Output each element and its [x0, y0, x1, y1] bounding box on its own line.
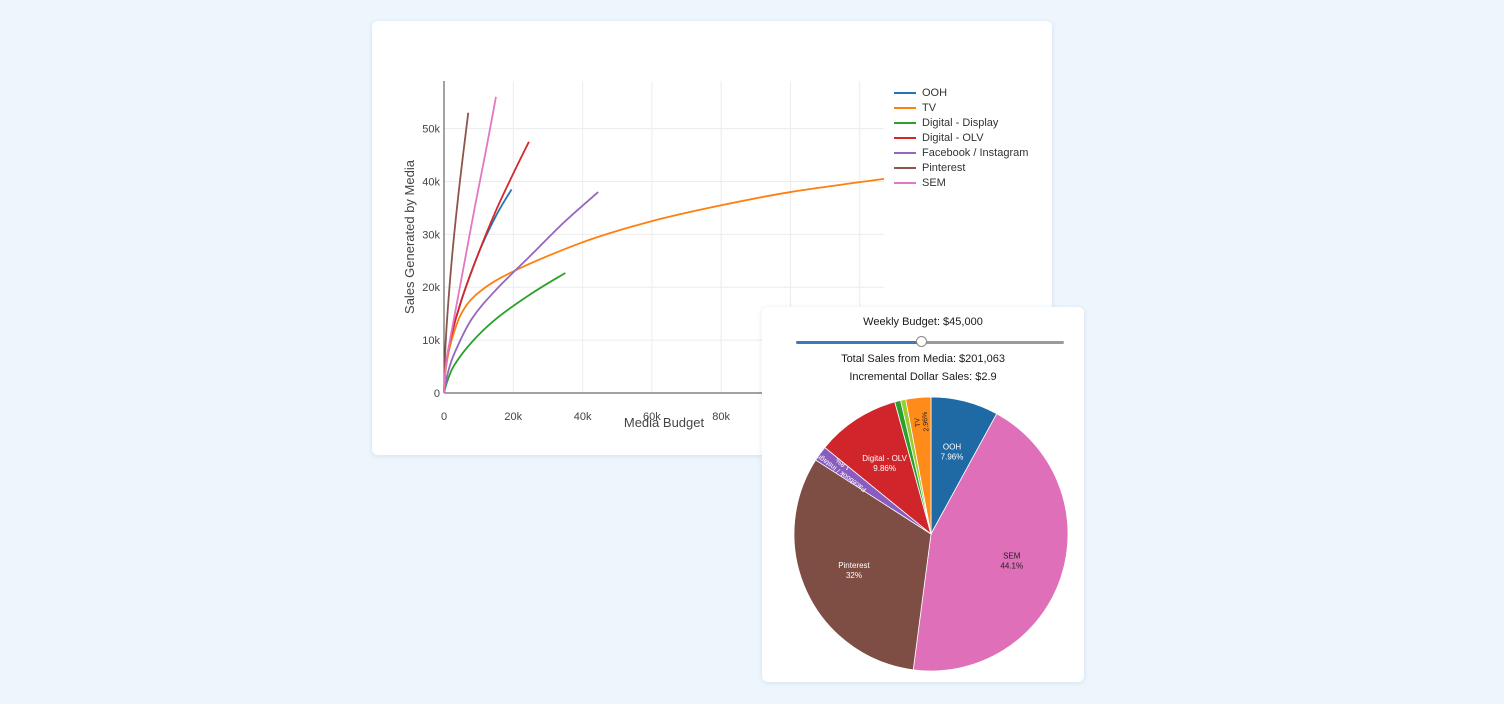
weekly-budget-slider[interactable]	[796, 336, 1064, 347]
pie-slice-percent: 2.96%	[922, 411, 931, 431]
pie-slice-percent: 7.96%	[941, 453, 964, 462]
x-tick-label: 0	[441, 411, 447, 423]
x-tick-label: 20k	[504, 411, 522, 423]
legend-label: Facebook / Instagram	[922, 146, 1029, 159]
pie-slice-percent: 9.86%	[873, 464, 896, 473]
legend-item[interactable]: TV	[894, 100, 1028, 115]
y-tick-label: 10k	[422, 335, 440, 347]
legend-swatch	[894, 106, 916, 109]
x-tick-label: 80k	[712, 411, 730, 423]
pie-slice-percent: 32%	[846, 571, 862, 580]
pie-slice-percent: 44.1%	[1000, 561, 1023, 570]
legend-item[interactable]: SEM	[894, 175, 1028, 190]
pie-slice[interactable]	[905, 396, 932, 535]
pie-slice-label: Pinterest	[838, 561, 870, 570]
pie-slice-label: TV	[914, 417, 922, 427]
legend-label: SEM	[922, 176, 946, 189]
pie-slice[interactable]	[912, 413, 1069, 672]
legend-label: Pinterest	[922, 161, 966, 174]
legend-label: Digital - OLV	[922, 131, 984, 144]
y-axis-title: Sales Generated by Media	[402, 159, 417, 314]
pie-slice-label: SEM	[1003, 551, 1021, 560]
legend-item[interactable]: Digital - OLV	[894, 130, 1028, 145]
x-tick-label: 60k	[643, 411, 661, 423]
pie-slice[interactable]	[824, 401, 932, 536]
legend-swatch	[894, 151, 916, 154]
legend-label: OOH	[922, 86, 948, 99]
slider-track	[921, 341, 1064, 344]
response-curve-chart: 0 10k 20k 30k 40k 50k 0 20k 40k 60k 80k Media Budge…	[402, 81, 885, 430]
legend-item[interactable]: OOH	[894, 85, 1028, 100]
series-line-pinterest	[443, 112, 470, 394]
series-line-facebook-instagram	[443, 191, 599, 394]
legend-item[interactable]: Facebook / Instagram	[894, 145, 1028, 160]
series-line-sem	[443, 96, 497, 394]
response-curve-chart-card: 0 10k 20k 30k 40k 50k 0 20k 40k 60k 80k Media Budge…	[372, 21, 1052, 455]
x-axis-title: Media Budget	[624, 415, 705, 430]
x-tick-label: 40k	[574, 411, 592, 423]
legend-swatch	[894, 181, 916, 184]
y-tick-label: 0	[434, 388, 440, 400]
series-line-digital-display	[443, 272, 566, 394]
legend-item[interactable]: Pinterest	[894, 160, 1028, 175]
y-tick-label: 40k	[422, 176, 440, 188]
chart-legend: OOH TV Digital - Display Digital - OLV Faceb…	[894, 85, 1028, 190]
legend-label: Digital - Display	[922, 116, 999, 129]
pie-slice-label-rotated: TV 2.96%	[914, 411, 931, 431]
incremental-sales-text: Incremental Dollar Sales: $2.9	[849, 371, 997, 383]
legend-swatch	[894, 121, 916, 124]
total-sales-text: Total Sales from Media: $201,063	[841, 353, 1005, 365]
slider-thumb[interactable]	[916, 336, 928, 347]
legend-swatch	[894, 136, 916, 139]
budget-allocation-card: Weekly Budget: $45,000 Total Sales from …	[762, 307, 1084, 682]
legend-item[interactable]: Digital - Display	[894, 115, 1028, 130]
y-tick-label: 30k	[422, 229, 440, 241]
legend-swatch	[894, 166, 916, 169]
series-line-tv	[443, 177, 885, 394]
legend-label: TV	[922, 101, 937, 114]
legend-swatch	[894, 91, 916, 94]
y-tick-label: 20k	[422, 282, 440, 294]
pie-slice-label: Digital - OLV	[862, 454, 907, 463]
series-line-ooh	[443, 188, 513, 394]
slider-fill	[796, 341, 922, 344]
weekly-budget-label: Weekly Budget: $45,000	[863, 316, 983, 328]
series-line-digital-olv	[443, 141, 530, 394]
y-tick-label: 50k	[422, 124, 440, 136]
pie-slice-label: OOH	[943, 443, 961, 452]
